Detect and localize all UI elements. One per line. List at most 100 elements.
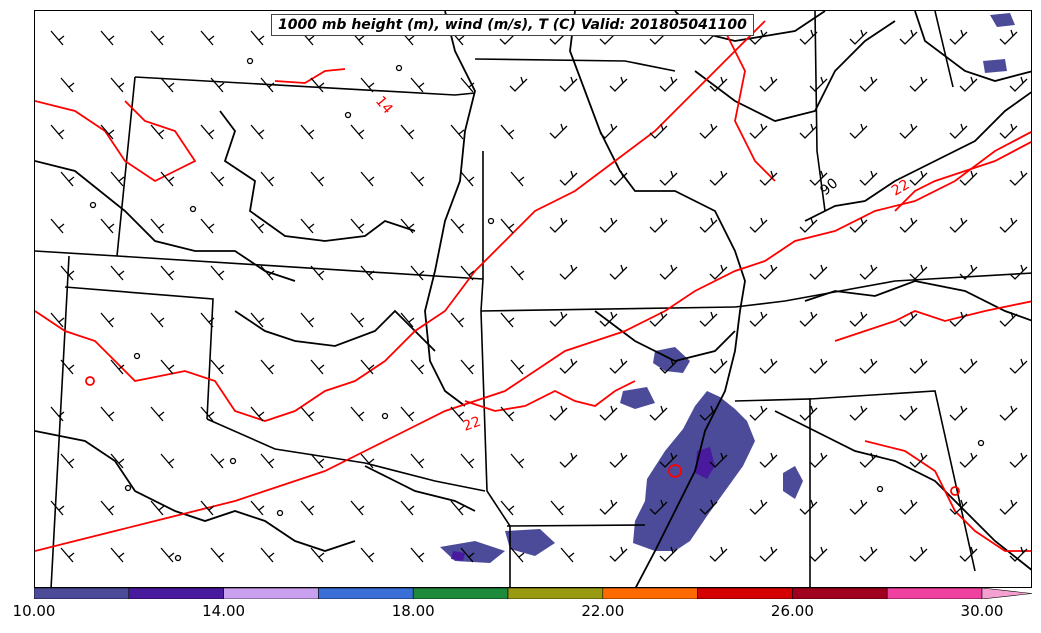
wind-barb [559, 76, 578, 92]
wind-barb [500, 406, 515, 422]
wind-barb [100, 30, 115, 46]
wind-barb [949, 499, 968, 515]
wind-barb [360, 265, 375, 281]
wind-barb [100, 500, 115, 516]
wind-shade-sw1 [440, 541, 505, 563]
wind-barb [809, 358, 828, 374]
wind-barb [799, 217, 818, 233]
wind-barb [899, 311, 918, 327]
wind-barb [659, 170, 678, 186]
wind-barb [859, 170, 878, 186]
wind-barb [959, 76, 978, 92]
wind-barb [699, 311, 718, 327]
wind-barb [909, 546, 928, 562]
colorbar-tick-label: 18.00 [391, 602, 435, 620]
wind-barb [1009, 358, 1028, 374]
wind-barb [460, 171, 475, 187]
wind-barb [599, 405, 618, 421]
wind-barb [260, 453, 275, 469]
wind-barbs [50, 29, 1028, 563]
wind-barb [310, 547, 325, 563]
wind-barb [899, 217, 918, 233]
wind-barb [200, 406, 215, 422]
wind-barb [500, 312, 515, 328]
wind-barb [210, 77, 225, 93]
wind-barb [649, 499, 668, 515]
wind-barb [799, 311, 818, 327]
wind-barb [350, 406, 365, 422]
wind-shade-east [783, 466, 803, 499]
wind-barb [510, 265, 525, 281]
wind-barb [50, 124, 65, 140]
wind-barb [260, 265, 275, 281]
calm-wind-circles [89, 57, 985, 562]
wind-barb [410, 171, 425, 187]
wind-barb [210, 171, 225, 187]
wind-barb [360, 453, 375, 469]
wind-barb [210, 547, 225, 563]
wind-barb [510, 547, 525, 563]
contour-label-group: 14 22 22 90 [372, 93, 913, 434]
wind-barb [999, 29, 1018, 45]
wind-barb [709, 546, 728, 562]
wind-barb [360, 547, 375, 563]
wind-barb [360, 359, 375, 375]
wind-barb [709, 452, 728, 468]
wind-barb [250, 500, 265, 516]
wind-barb [909, 264, 928, 280]
wind-barb [809, 264, 828, 280]
wind-barb [1009, 264, 1028, 280]
wind-barb [460, 77, 475, 93]
wind-barb [100, 124, 115, 140]
map-canvas: 14 22 22 90 [35, 11, 1031, 587]
wind-barb [410, 77, 425, 93]
wind-barb [360, 77, 375, 93]
wind-barb [210, 359, 225, 375]
wind-barb [210, 265, 225, 281]
height-contours [35, 11, 1031, 587]
map-panel: 14 22 22 90 [34, 10, 1032, 588]
wind-barb [709, 264, 728, 280]
wind-barb [699, 123, 718, 139]
wind-barb [350, 218, 365, 234]
wind-barb [949, 29, 968, 45]
wind-barb [110, 453, 125, 469]
wind-barb [200, 218, 215, 234]
wind-barb [749, 499, 768, 515]
wind-barb [649, 405, 668, 421]
wind-barb [410, 547, 425, 563]
wind-barb [759, 76, 778, 92]
wind-barb [649, 217, 668, 233]
wind-barb [160, 359, 175, 375]
wind-barb [500, 500, 515, 516]
wind-barb [809, 76, 828, 92]
wind-barb [410, 265, 425, 281]
wind-barb [609, 264, 628, 280]
wind-barb [500, 124, 515, 140]
wind-barb [849, 29, 868, 45]
wind-shade-west [620, 387, 655, 409]
wind-barb [450, 312, 465, 328]
wind-barb [859, 358, 878, 374]
wind-barb [510, 453, 525, 469]
wind-barb [150, 312, 165, 328]
wind-barb [859, 452, 878, 468]
wind-barb [559, 170, 578, 186]
wind-barb [759, 170, 778, 186]
wind-barb [260, 171, 275, 187]
wind-barb [849, 405, 868, 421]
wind-shade-ne [983, 59, 1007, 73]
wind-barb [210, 453, 225, 469]
colorbar-bin [412, 588, 509, 599]
temp-label-center: 22 [461, 414, 483, 435]
wind-barb [659, 546, 678, 562]
wind-barb [999, 217, 1018, 233]
wind-barb [649, 123, 668, 139]
colorbar-bin [128, 588, 224, 599]
wind-barb [300, 500, 315, 516]
wind-barb [1009, 546, 1028, 562]
wind-barb [649, 311, 668, 327]
wind-shade-strong2 [451, 551, 465, 561]
wind-barb [460, 547, 475, 563]
wind-barb [859, 76, 878, 92]
